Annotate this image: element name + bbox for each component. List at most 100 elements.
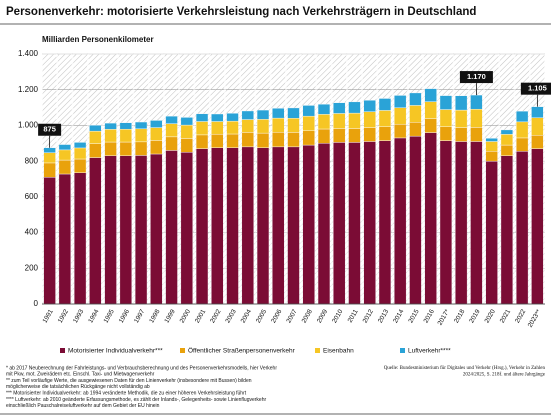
chart-title: Personenverkehr: motorisierte Verkehrsle…: [6, 6, 476, 18]
bar-segment: [455, 127, 468, 142]
bar-segment: [348, 142, 361, 305]
bar-segment: [394, 107, 407, 125]
bar-segment: [333, 128, 346, 143]
x-tick-label: 2011: [347, 308, 360, 324]
source: 2024/2025, S. 218f. und ältere Jahrgänge: [463, 372, 546, 377]
bar-segment: [455, 109, 468, 128]
x-tick-label: 2006: [270, 308, 283, 324]
x-tick-label: 2012: [362, 308, 375, 324]
bar-segment: [272, 132, 285, 148]
bar-segment: [485, 141, 498, 152]
bar-segment: [256, 147, 270, 305]
legend-label: Luftverkehr****: [408, 348, 451, 355]
x-tick-label: 2020: [484, 308, 497, 324]
x-tick-label: 2019: [468, 308, 481, 324]
bar-segment: [119, 155, 132, 305]
bar-segment: [500, 134, 514, 146]
bar-segment: [272, 117, 285, 133]
bar-segment: [333, 142, 346, 305]
x-tick-label: 1995: [103, 308, 116, 324]
bar-segment: [165, 136, 178, 151]
annotation-box: [459, 71, 493, 84]
bar-segment: [317, 103, 331, 115]
x-tick-label: 1993: [72, 308, 85, 324]
x-tick-label: 2022: [514, 308, 527, 324]
bar-segment: [211, 121, 224, 135]
x-tick-label: 2003: [224, 308, 237, 324]
x-tick-label: 1998: [148, 308, 161, 324]
bar-segment: [439, 140, 453, 305]
bar-segment: [470, 127, 483, 142]
bar-segment: [150, 127, 163, 141]
bar-segment: [378, 140, 392, 305]
x-tick-label: 2007: [285, 308, 298, 324]
footnote: * ab 2017 Neuberechnung der Fahrleistung…: [6, 365, 277, 371]
bar-segment: [500, 155, 514, 305]
x-tick-label: 2001: [194, 308, 207, 324]
bar-segment: [211, 133, 224, 148]
bar-segment: [287, 146, 300, 305]
x-tick-label: 2013: [377, 308, 390, 324]
footnote: möglicherweise die tatsächlichen Rückgän…: [6, 384, 150, 390]
bar-segment: [195, 121, 209, 136]
bar-segment: [119, 141, 132, 156]
bar-segment: [378, 110, 392, 127]
bar-segment: [287, 107, 300, 119]
bar-segment: [515, 110, 529, 123]
bar-segment: [241, 132, 254, 148]
bar-segment: [485, 151, 498, 162]
footnote: einschließlich Pauschalreiseluftverkehr …: [6, 403, 160, 409]
bar-segment: [485, 138, 498, 142]
x-tick-label: 2010: [331, 308, 344, 324]
bar-segment: [363, 111, 376, 128]
y-tick-label: 1.400: [18, 49, 39, 58]
bar-segment: [119, 128, 132, 143]
bar-segment: [302, 115, 315, 131]
x-tick-label: 2009: [316, 308, 329, 324]
x-tick-label: 1994: [87, 308, 100, 324]
bar-segment: [256, 119, 270, 134]
bar-segment: [211, 113, 224, 122]
x-tick-label: 2008: [301, 308, 314, 324]
x-tick-label: 2017*: [437, 308, 452, 327]
x-tick-label: 2000: [179, 308, 192, 324]
bar-segment: [531, 135, 544, 149]
bar-segment: [394, 137, 407, 305]
bar-segment: [333, 113, 346, 129]
bar-segment: [119, 122, 132, 130]
bar-segment: [43, 147, 56, 153]
bar-segment: [515, 151, 529, 305]
x-tick-label: 2015: [407, 308, 420, 324]
x-tick-label: 1999: [163, 308, 176, 324]
bar-segment: [317, 128, 331, 144]
bar-segment: [104, 141, 117, 156]
legend-swatch: [60, 348, 65, 353]
bar-segment: [500, 129, 514, 135]
footnote: ** zum Teil vorläufige Werte, die ausgew…: [6, 378, 252, 384]
x-tick-label: 2014: [392, 308, 405, 324]
bar-segment: [302, 130, 315, 146]
bar-segment: [195, 148, 209, 305]
x-tick-label: 1991: [42, 308, 55, 324]
legend-swatch: [400, 348, 405, 353]
bar-segment: [394, 123, 407, 139]
bar-segment: [150, 153, 163, 305]
bar-segment: [470, 108, 483, 128]
bar-segment: [272, 108, 285, 119]
y-axis-label: Milliarden Personenkilometer: [42, 35, 154, 44]
legend-swatch: [180, 348, 185, 353]
bar-segment: [226, 113, 239, 122]
bar-segment: [470, 141, 483, 305]
bar-segment: [58, 159, 72, 175]
y-tick-label: 800: [25, 156, 39, 165]
bar-segment: [348, 112, 361, 129]
bar-segment: [363, 127, 376, 142]
bar-segment: [333, 102, 346, 114]
bar-segment: [241, 110, 254, 120]
bar-segment: [302, 105, 315, 117]
bar-segment: [165, 150, 178, 305]
bar-segment: [378, 98, 392, 111]
bar-segment: [485, 160, 498, 305]
legend-label: Eisenbahn: [323, 348, 354, 355]
bar-segment: [302, 144, 315, 305]
